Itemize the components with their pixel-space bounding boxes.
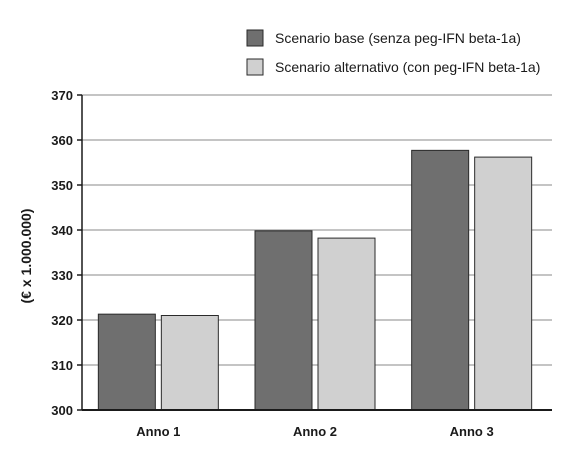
axes [77,94,552,411]
y-tick-label: 340 [51,223,73,238]
x-tick-label: Anno 1 [136,424,180,439]
x-tick-label: Anno 3 [450,424,494,439]
bar-base-3 [411,149,470,411]
bar-base-1 [97,313,156,411]
x-tick-label: Anno 2 [293,424,337,439]
legend: Scenario base (senza peg-IFN beta-1a) Sce… [246,29,540,76]
gridlines [82,94,552,366]
bar-base-2 [254,230,313,411]
y-tick-label: 310 [51,358,73,373]
y-axis-label: (€ x 1.000.000) [18,209,34,304]
bar-alternativo-3 [474,156,533,411]
legend-label-base: Scenario base (senza peg-IFN beta-1a) [275,30,521,46]
bar-alternativo-1 [160,315,219,411]
y-tick-label: 300 [51,403,73,418]
legend-swatch-base [246,29,264,47]
legend-swatch-alternativo [246,58,264,76]
y-tick-label: 320 [51,313,73,328]
bars [97,149,533,411]
y-tick-label: 350 [51,178,73,193]
bar-alternativo-2 [317,237,376,411]
x-tick-labels: Anno 1 Anno 2 Anno 3 [136,424,493,439]
y-tick-label: 360 [51,133,73,148]
legend-label-alternativo: Scenario alternativo (con peg-IFN beta-1… [275,59,540,75]
y-tick-labels: 300 310 320 330 340 350 360 370 [51,88,73,418]
y-tick-label: 330 [51,268,73,283]
y-tick-label: 370 [51,88,73,103]
